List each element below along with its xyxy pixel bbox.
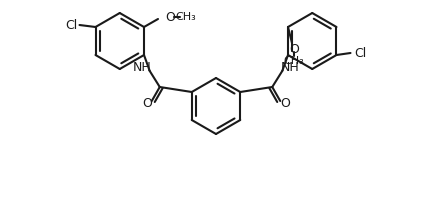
Text: Cl: Cl	[65, 19, 78, 31]
Text: CH₃: CH₃	[176, 12, 197, 22]
Text: Cl: Cl	[354, 46, 367, 60]
Text: O: O	[289, 42, 299, 55]
Text: O: O	[142, 96, 152, 110]
Text: CH₃: CH₃	[284, 56, 304, 66]
Text: NH: NH	[281, 61, 300, 73]
Text: O: O	[280, 96, 290, 110]
Text: O: O	[165, 11, 175, 23]
Text: NH: NH	[132, 61, 151, 73]
